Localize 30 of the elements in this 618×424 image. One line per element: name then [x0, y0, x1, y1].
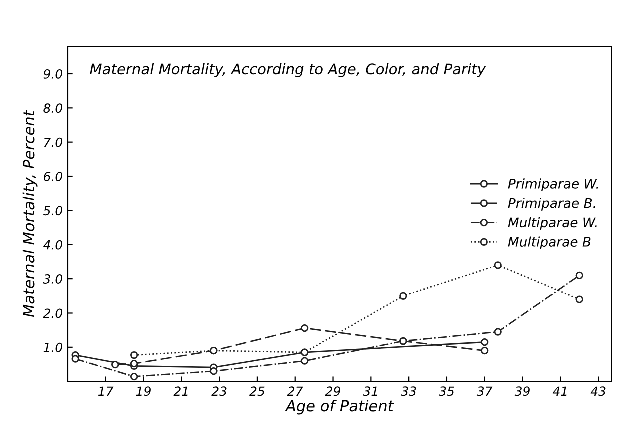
- x-tick-label: 27: [287, 386, 304, 396]
- x-tick-label: 25: [250, 386, 265, 396]
- y-tick-label: 2.0: [43, 308, 62, 318]
- x-tick-label: 37: [476, 386, 493, 396]
- y-axis-title: Maternal Mortality, Percent: [22, 110, 38, 318]
- y-tick-label: 4.0: [43, 240, 62, 250]
- y-tick-label: 1.0: [44, 342, 62, 352]
- x-tick-label: 43: [590, 386, 606, 396]
- x-tick-label: 35: [439, 386, 454, 396]
- y-tick-label: 8.0: [44, 104, 62, 114]
- y-tick-label: 6.0: [44, 172, 62, 182]
- x-tick-label: 39: [514, 386, 530, 396]
- legend-label: Primiparae B.: [508, 198, 596, 211]
- legend-label: Multiparae W.: [508, 217, 597, 230]
- x-tick-label: 29: [325, 386, 340, 396]
- x-tick-label: 31: [363, 386, 378, 396]
- x-tick-label: 19: [136, 386, 151, 396]
- y-tick-label: 9.0: [44, 69, 62, 79]
- x-tick-label: 21: [174, 386, 188, 396]
- x-tick-label: 41: [552, 386, 567, 396]
- x-axis-title: Age of Patient: [285, 400, 394, 415]
- y-tick-label: 5.0: [43, 206, 62, 216]
- legend-label: Primiparae W.: [508, 178, 598, 192]
- legend-label: Multiparae B: [508, 236, 591, 250]
- text: Maternal Mortality, According to Age, Color, and Parity: [90, 63, 486, 78]
- x-tick-label: 23: [212, 386, 227, 396]
- x-tick-label: 33: [401, 386, 416, 396]
- y-tick-label: 3.0: [43, 274, 62, 284]
- y-tick-label: 7.0: [44, 138, 62, 148]
- x-tick-label: 17: [98, 386, 114, 396]
